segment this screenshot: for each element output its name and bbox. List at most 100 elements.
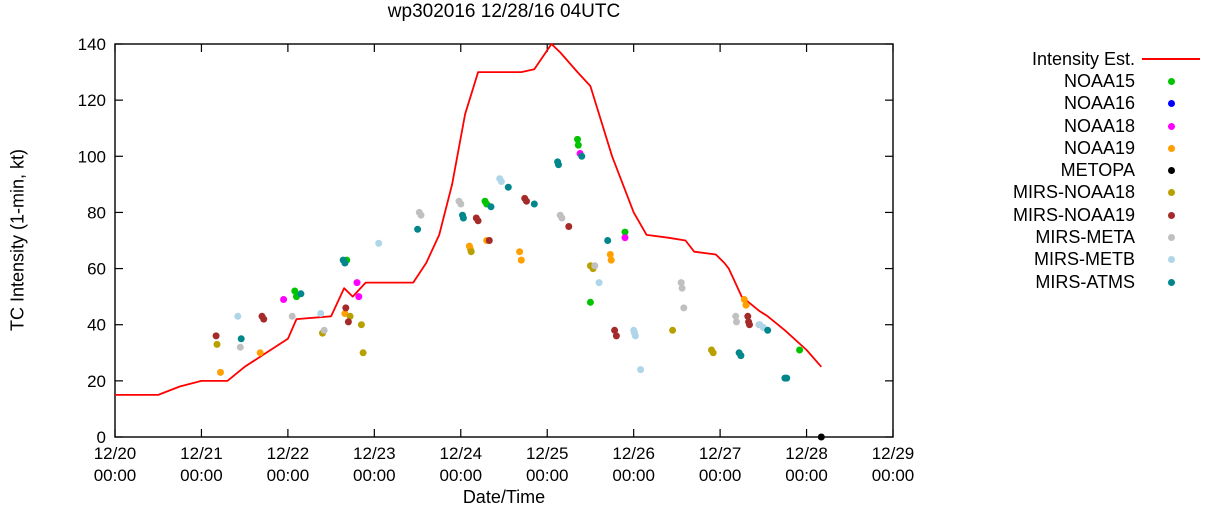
scatter-point-mirs-meta: [417, 211, 425, 219]
scatter-point-mirs-noaa19: [523, 197, 530, 205]
scatter-point-mirs-meta: [320, 326, 328, 334]
legend-dot-swatch: [1135, 189, 1207, 197]
scatter-point-mirs-meta: [591, 262, 599, 270]
scatter-point-mirs-atms: [555, 161, 562, 169]
legend: Intensity Est. NOAA15 NOAA16 NOAA18 NOAA19 ME…: [943, 48, 1207, 293]
x-tick-label: 12/22 00:00: [267, 444, 310, 485]
scatter-point-mirs-metb: [631, 332, 639, 340]
legend-dot-swatch: [1135, 278, 1207, 286]
scatter-point-mirs-atms: [487, 203, 495, 211]
legend-item-noaa18: NOAA18: [943, 115, 1207, 137]
scatter-point-noaa15: [291, 287, 299, 295]
dot-sample-icon: [1167, 211, 1175, 219]
legend-label: MIRS-META: [1035, 227, 1135, 248]
legend-item-mirs-atms: MIRS-ATMS: [943, 271, 1207, 293]
legend-item-mirs-noaa18: MIRS-NOAA18: [943, 182, 1207, 204]
scatter-point-mirs-noaa18: [213, 340, 221, 348]
scatter-point-noaa18: [355, 293, 363, 301]
x-tick-label: 12/20 00:00: [94, 444, 137, 485]
dot-sample-icon: [1167, 189, 1175, 197]
scatter-point-mirs-meta: [732, 312, 740, 320]
scatter-point-mirs-atms: [578, 152, 586, 160]
legend-label: MIRS-NOAA19: [1012, 204, 1135, 225]
scatter-point-mirs-metb: [375, 239, 383, 247]
scatter-point-mirs-noaa19: [342, 304, 350, 312]
scatter-point-noaa19: [217, 368, 224, 376]
scatter-point-mirs-noaa19: [474, 217, 482, 225]
x-tick-label: 12/26 00:00: [612, 444, 655, 485]
scatter-point-mirs-noaa18: [467, 248, 475, 256]
dot-sample-icon: [1167, 77, 1175, 85]
scatter-point-mirs-atms: [459, 214, 467, 222]
scatter-point-mirs-meta: [677, 279, 685, 287]
legend-label: NOAA19: [1063, 137, 1135, 158]
scatter-point-mirs-metb: [595, 279, 603, 287]
legend-item-noaa16: NOAA16: [943, 93, 1207, 115]
scatter-point-mirs-metb: [497, 178, 505, 185]
scatter-point-metopa: [817, 433, 825, 441]
dot-sample-icon: [1167, 278, 1175, 286]
scatter-point-noaa15: [621, 228, 629, 236]
legend-label: MIRS-METB: [1034, 249, 1135, 270]
dot-sample-icon: [1167, 122, 1175, 130]
legend-dot-swatch: [1135, 167, 1207, 175]
scatter-point-mirs-noaa18: [359, 349, 367, 357]
scatter-point-mirs-noaa19: [260, 315, 268, 323]
scatter-point-mirs-meta: [678, 284, 686, 292]
scatter-point-mirs-noaa19: [485, 237, 493, 244]
y-tick-label: 140: [78, 35, 106, 54]
x-tick-label: 12/24 00:00: [440, 444, 483, 485]
scatter-point-noaa19: [341, 310, 349, 317]
scatter-point-noaa18: [621, 234, 629, 242]
legend-line-swatch: [1135, 58, 1207, 61]
scatter-point-noaa19: [607, 256, 615, 264]
dot-sample-icon: [1167, 144, 1175, 152]
scatter-point-mirs-meta: [680, 304, 688, 312]
x-tick-label: 12/27 00:00: [699, 444, 742, 485]
intensity-line: [115, 43, 822, 396]
scatter-point-mirs-noaa19: [344, 318, 352, 326]
scatter-point-mirs-atms: [414, 225, 422, 233]
scatter-point-mirs-noaa19: [612, 332, 620, 340]
scatter-point-mirs-noaa19: [746, 321, 753, 329]
legend-item-noaa15: NOAA15: [943, 70, 1207, 92]
scatter-point-mirs-atms: [737, 352, 745, 360]
scatter-point-mirs-atms: [764, 326, 772, 334]
scatter-point-mirs-atms: [297, 290, 305, 298]
scatter-point-mirs-atms: [504, 183, 512, 191]
line-sample-icon: [1142, 58, 1200, 61]
scatter-point-mirs-meta: [457, 200, 465, 208]
legend-dot-swatch: [1135, 144, 1207, 152]
legend-item-intensity-est-: Intensity Est.: [943, 48, 1207, 70]
scatter-point-mirs-meta: [288, 312, 296, 320]
scatter-point-mirs-meta: [558, 214, 566, 222]
scatter-point-mirs-metb: [234, 312, 242, 320]
scatter-point-noaa19: [256, 349, 264, 357]
dot-sample-icon: [1167, 167, 1175, 175]
scatter-point-mirs-noaa18: [669, 326, 677, 334]
dot-sample-icon: [1167, 234, 1175, 242]
legend-item-mirs-meta: MIRS-META: [943, 226, 1207, 248]
scatter-point-mirs-noaa19: [611, 326, 619, 334]
y-tick-label: 0: [97, 428, 106, 447]
scatter-point-noaa15: [574, 141, 582, 149]
legend-label: MIRS-ATMS: [1035, 271, 1135, 292]
legend-label: NOAA15: [1063, 70, 1135, 91]
legend-dot-swatch: [1135, 77, 1207, 85]
scatter-point-noaa18: [353, 279, 361, 287]
legend-label: Intensity Est.: [1031, 48, 1135, 69]
y-tick-label: 120: [78, 91, 106, 110]
dot-sample-icon: [1167, 256, 1175, 264]
scatter-point-mirs-noaa19: [744, 312, 752, 320]
legend-item-metopa: METOPA: [943, 159, 1207, 181]
x-tick-label: 12/21 00:00: [180, 444, 223, 485]
legend-item-mirs-metb: MIRS-METB: [943, 249, 1207, 271]
scatter-point-noaa19: [740, 296, 748, 303]
y-tick-label: 60: [87, 260, 106, 279]
scatter-point-mirs-meta: [733, 318, 740, 326]
scatter-point-noaa19: [742, 301, 750, 309]
y-tick-label: 80: [87, 203, 106, 222]
y-tick-label: 100: [78, 147, 106, 166]
